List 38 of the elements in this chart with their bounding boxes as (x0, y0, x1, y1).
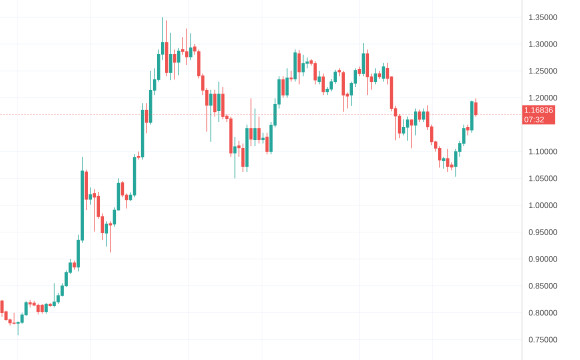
candlestick (410, 120, 414, 149)
y-tick-label: 1.20000 (529, 94, 558, 101)
candlestick (108, 221, 112, 253)
y-tick-label: 0.85000 (528, 283, 558, 289)
candlestick (382, 62, 386, 82)
candlestick (136, 151, 140, 160)
y-tick-label: 1.25000 (529, 68, 558, 74)
y-tick-label: 0.80000 (528, 310, 558, 316)
y-tick-label: 1.05000 (529, 176, 558, 182)
candlestick (241, 143, 245, 172)
candlestick (209, 89, 212, 142)
text: 07:32 (524, 116, 544, 122)
candlestick (140, 102, 144, 160)
candlestick (217, 81, 220, 122)
candlestick (52, 282, 56, 308)
candlestick (253, 108, 257, 146)
candlestick (12, 312, 16, 325)
candlestick (374, 68, 378, 85)
y-tick-label: 0.90000 (528, 256, 558, 262)
candlestick (233, 136, 237, 179)
candlestick (358, 66, 362, 77)
candlestick (285, 68, 289, 98)
candlestick (402, 118, 406, 136)
candlestick (0, 300, 4, 318)
y-tick-label: 1.35000 (529, 14, 558, 20)
candlestick (120, 180, 124, 198)
candlestick (362, 42, 366, 77)
candlestick (265, 132, 269, 155)
y-tick-label: 0.75000 (528, 336, 558, 342)
candlestick (132, 154, 136, 198)
candlestick (245, 124, 249, 172)
y-tick-label: 1.10000 (529, 148, 558, 154)
y-tick-label: 1.00000 (529, 202, 558, 208)
candlestick (406, 116, 410, 142)
ref-line-label: 1.16836 (524, 107, 553, 113)
y-tick-label: 1.30000 (529, 41, 558, 47)
candlestick (92, 188, 96, 232)
y-tick-label: 0.95000 (528, 229, 558, 235)
